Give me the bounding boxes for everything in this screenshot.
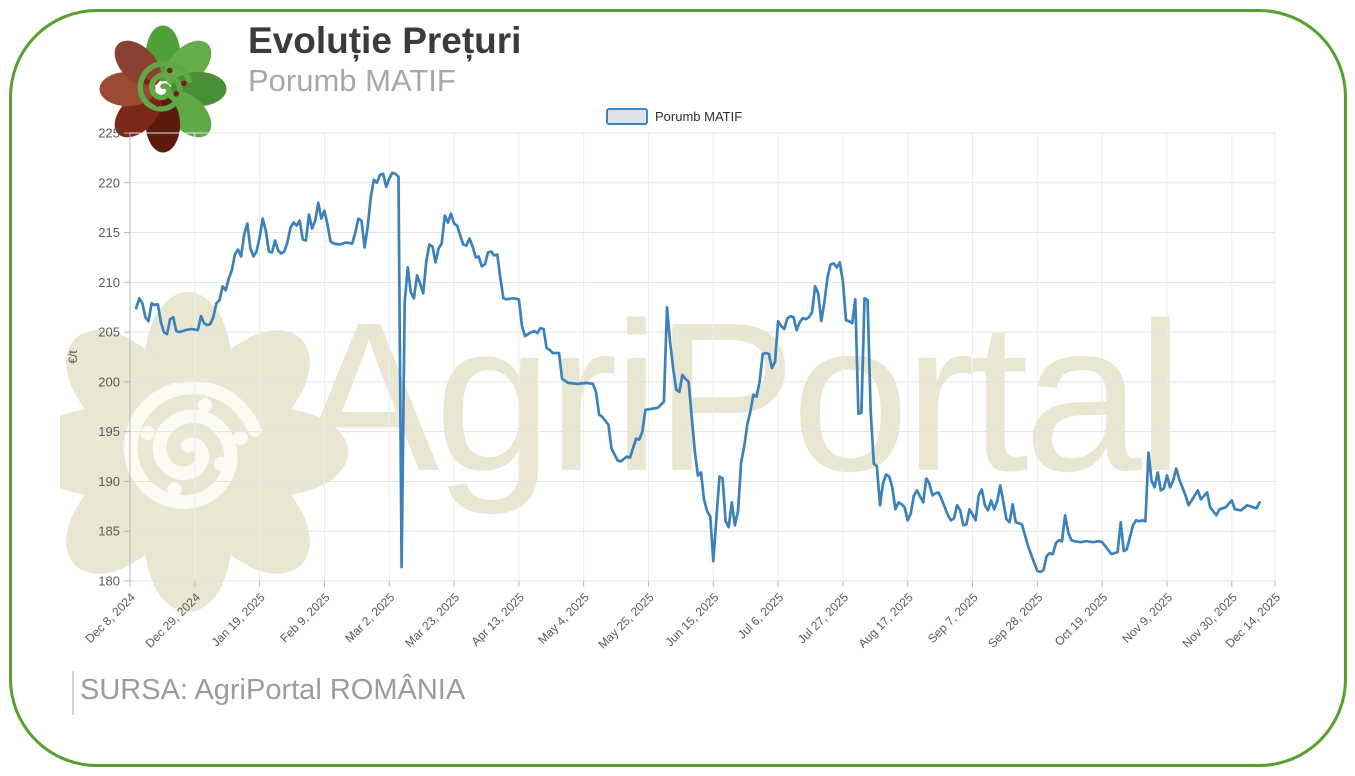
svg-text:Nov 9, 2025: Nov 9, 2025 [1119, 590, 1175, 646]
svg-text:225: 225 [98, 126, 120, 141]
price-line-porumb-matif [134, 171, 1261, 574]
svg-text:AgriPortal: AgriPortal [298, 278, 1179, 515]
text-caret [72, 671, 74, 715]
svg-text:May 4, 2025: May 4, 2025 [535, 590, 592, 647]
svg-text:Sep 7, 2025: Sep 7, 2025 [925, 590, 981, 646]
svg-text:May 25, 2025: May 25, 2025 [595, 590, 657, 652]
flower-logo-icon [99, 25, 227, 153]
chart-watermark: AgriPortal [28, 278, 1184, 612]
svg-text:205: 205 [98, 325, 120, 340]
price-line-chart: AgriPortal 180 185 190 195 200 205 210 215 220 225… [28, 120, 1300, 665]
svg-text:180: 180 [98, 574, 120, 589]
svg-text:Jul 27, 2025: Jul 27, 2025 [795, 590, 851, 646]
y-axis-title: €/t [66, 350, 80, 364]
source-caption: SURSA: AgriPortal ROMÂNIA [80, 674, 466, 706]
header: Evoluție Prețuri Porumb MATIF [248, 20, 521, 99]
chart-canvas: AgriPortal 180 185 190 195 200 205 210 215 220 225… [28, 126, 1283, 652]
grid [124, 132, 1276, 587]
page-title: Evoluție Prețuri [248, 20, 522, 61]
svg-text:Sep 28, 2025: Sep 28, 2025 [985, 590, 1046, 651]
x-axis-labels: Dec 8, 2024 Dec 29, 2024 Jan 19, 2025 Feb 9… [82, 590, 1283, 652]
svg-text:Mar 2, 2025: Mar 2, 2025 [342, 590, 397, 645]
agriportal-logo-icon [88, 20, 238, 158]
legend-label-porumb-matif: Porumb MATIF [655, 109, 743, 124]
svg-text:Mar 23, 2025: Mar 23, 2025 [402, 590, 462, 650]
svg-text:Dec 8, 2024: Dec 8, 2024 [82, 590, 138, 646]
svg-text:195: 195 [98, 424, 120, 439]
page-subtitle: Porumb MATIF [248, 63, 456, 98]
svg-text:Apr 13, 2025: Apr 13, 2025 [468, 590, 527, 649]
svg-text:Aug 17, 2025: Aug 17, 2025 [855, 590, 916, 651]
svg-text:210: 210 [98, 275, 120, 290]
svg-text:Feb 9, 2025: Feb 9, 2025 [277, 590, 332, 645]
svg-text:Jun 15, 2025: Jun 15, 2025 [662, 590, 721, 649]
y-axis-labels: 180 185 190 195 200 205 210 215 220 225 €/t [66, 126, 120, 589]
svg-text:Jul 6, 2025: Jul 6, 2025 [735, 590, 787, 642]
svg-text:190: 190 [98, 474, 120, 489]
svg-text:220: 220 [98, 175, 120, 190]
svg-text:200: 200 [98, 374, 120, 389]
svg-text:215: 215 [98, 225, 120, 240]
svg-text:185: 185 [98, 524, 120, 539]
legend-marker-porumb-matif[interactable] [606, 108, 648, 125]
svg-text:Jan 19, 2025: Jan 19, 2025 [209, 590, 268, 649]
chart-legend[interactable]: Porumb MATIF [606, 108, 742, 125]
svg-text:Oct 19, 2025: Oct 19, 2025 [1052, 590, 1111, 649]
